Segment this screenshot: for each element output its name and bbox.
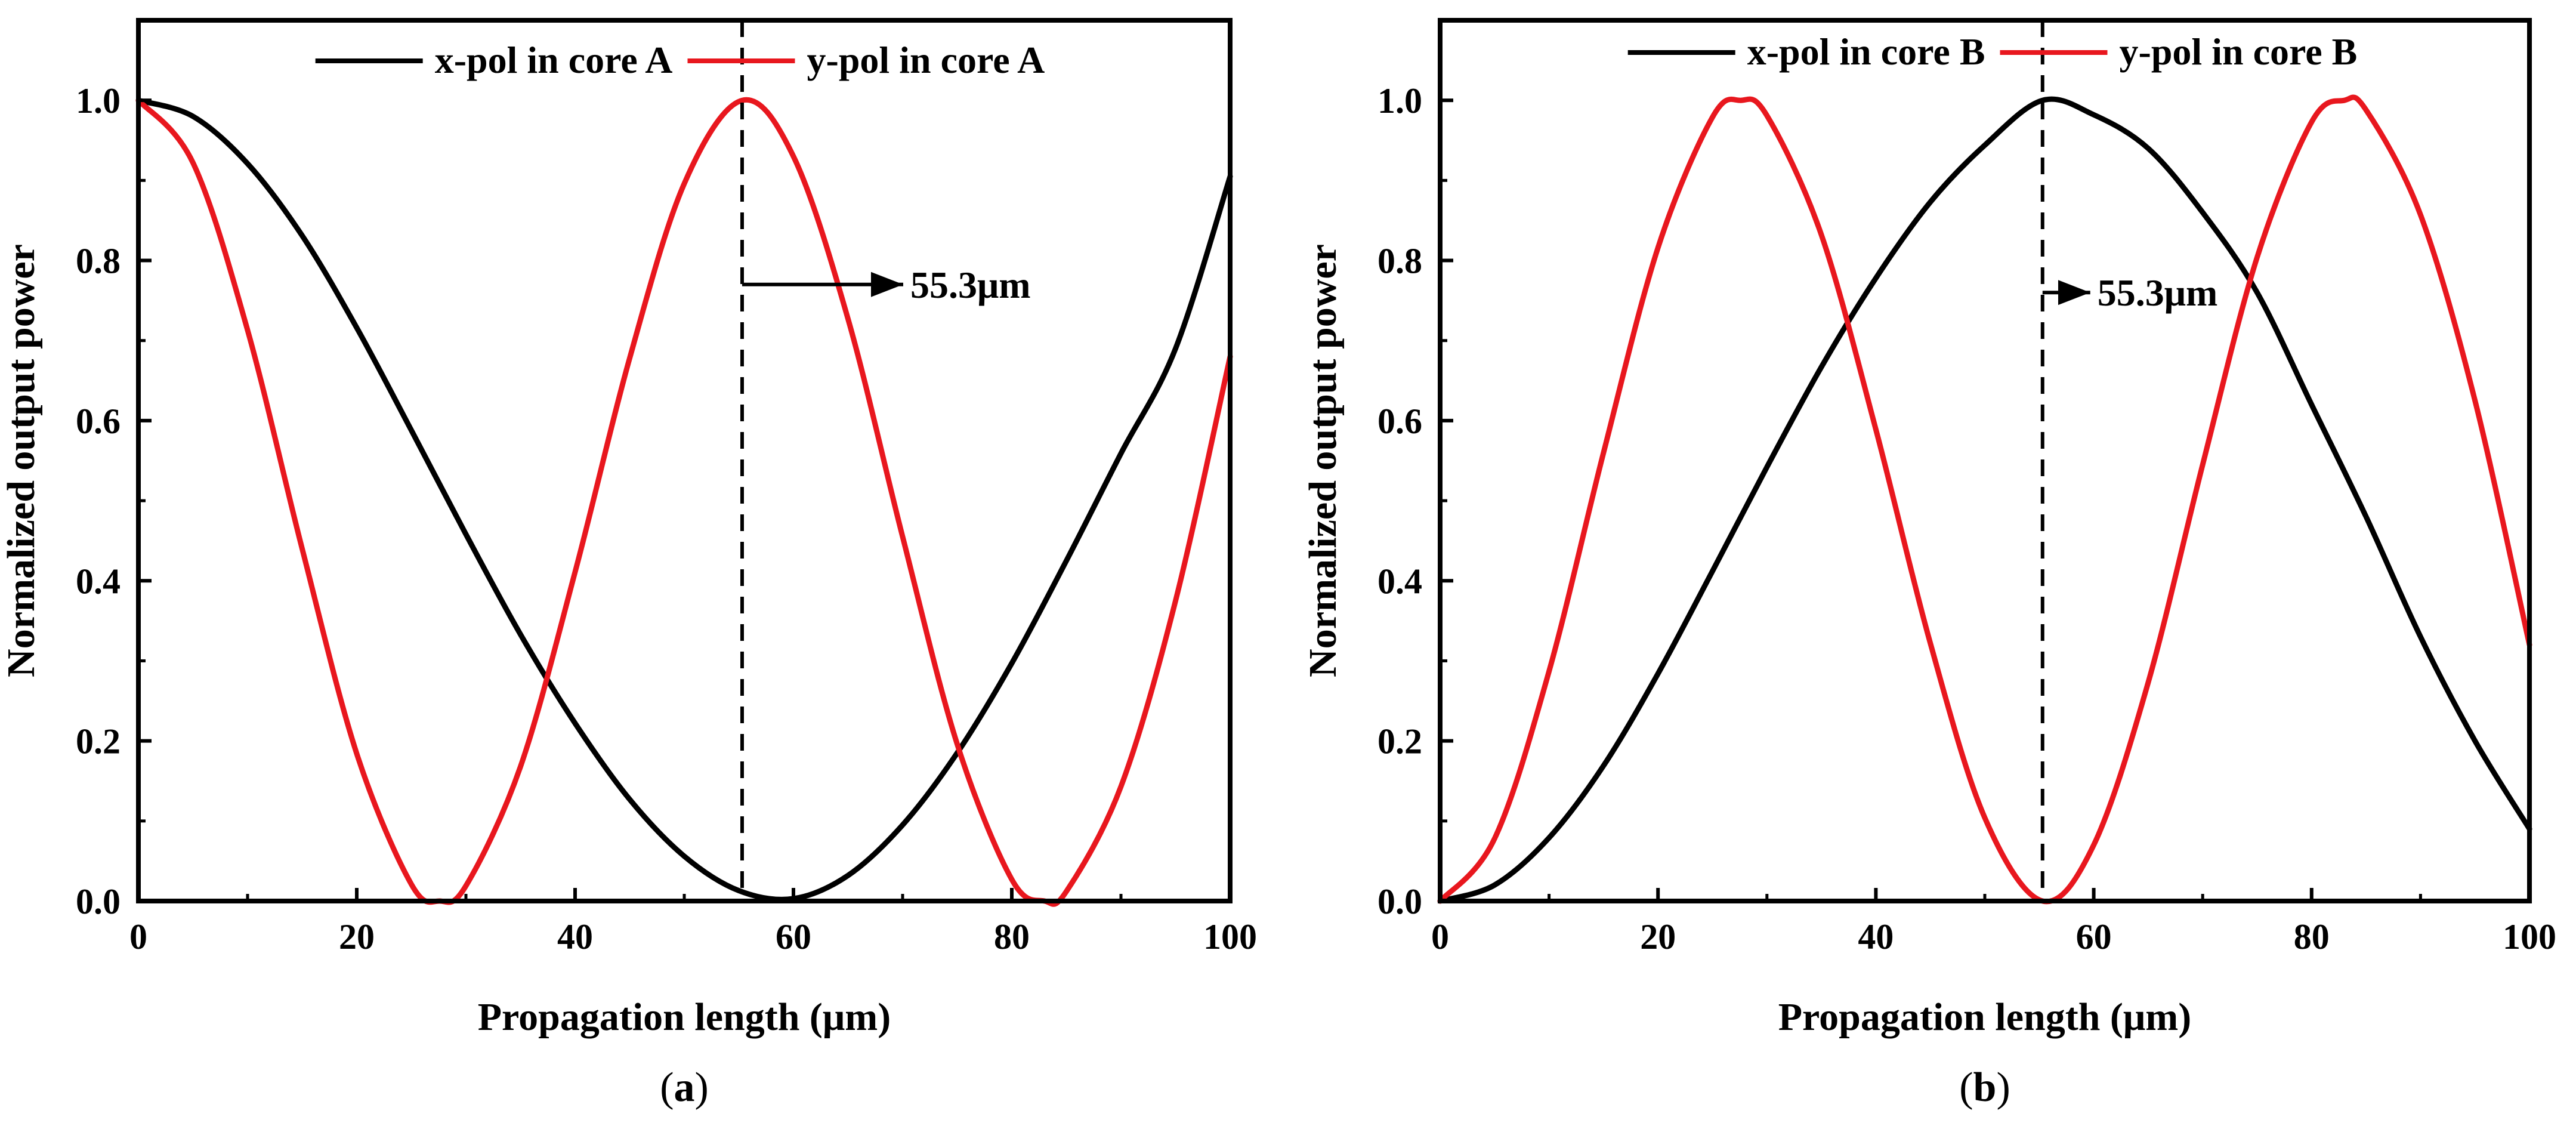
panel-label-b: (b) [1959, 1065, 2010, 1110]
x-tick-label: 0 [1431, 917, 1449, 957]
x-tick-label: 40 [1858, 917, 1894, 957]
legend-label-x-pol: x-pol in core B [1747, 30, 1985, 73]
axis-ticks: 0 20 40 60 80 100 0.0 0.2 0.4 0.6 0.8 1.0 [1377, 81, 2556, 957]
x-tick-label: 60 [776, 917, 811, 957]
y-axis-title: Normalized output power [1301, 244, 1345, 677]
annotation-label: 55.3μm [910, 264, 1031, 306]
series-line-y-pol [1437, 94, 2532, 905]
x-axis-title: Propagation length (μm) [1778, 995, 2192, 1039]
x-tick-label: 100 [1203, 917, 1257, 957]
chart-panel-b: 55.3μm 0 20 40 60 80 100 0.0 0.2 0.4 0.6 0.8 1.0 x-… [1301, 18, 2556, 1110]
x-tick-label: 20 [339, 917, 375, 957]
annotation-layer: 55.3μm [2040, 20, 2218, 901]
y-tick-label: 0.8 [76, 242, 121, 281]
y-axis-title: Normalized output power [0, 244, 43, 677]
legend: x-pol in core B y-pol in core B [1627, 30, 2358, 73]
x-tick-label: 80 [994, 917, 1030, 957]
y-tick-label: 0.4 [1377, 562, 1422, 601]
x-tick-label: 20 [1640, 917, 1676, 957]
y-tick-label: 0.6 [1377, 402, 1422, 441]
x-tick-label: 60 [2076, 917, 2112, 957]
series-line-x-pol [135, 97, 1233, 902]
series-line-y-pol [135, 97, 1233, 907]
series-layer [1437, 94, 2532, 905]
annotation-label: 55.3μm [2098, 272, 2218, 314]
y-tick-label: 1.0 [76, 81, 121, 121]
axis-ticks: 0 20 40 60 80 100 0.0 0.2 0.4 0.6 0.8 1.0 [76, 81, 1257, 957]
series-layer [135, 97, 1233, 907]
x-tick-label: 100 [2503, 917, 2556, 957]
y-tick-label: 0.8 [1377, 242, 1422, 281]
y-tick-label: 1.0 [1377, 81, 1422, 121]
x-tick-label: 80 [2294, 917, 2330, 957]
x-tick-label: 0 [129, 917, 147, 957]
chart-panel-a: 55.3μm 0 20 40 60 80 100 0.0 0.2 0.4 0.6 0.8 1.0 x-… [0, 18, 1257, 1110]
annotation-layer: 55.3μm [740, 20, 1031, 901]
y-tick-label: 0.6 [76, 402, 121, 441]
legend: x-pol in core A y-pol in core A [315, 39, 1045, 81]
plot-frame [136, 18, 1233, 903]
y-tick-label: 0.0 [1377, 882, 1422, 921]
y-tick-label: 0.0 [76, 882, 121, 921]
y-tick-label: 0.2 [76, 722, 121, 761]
y-tick-label: 0.2 [1377, 722, 1422, 761]
legend-label-x-pol: x-pol in core A [435, 39, 673, 81]
panel-label-a: (a) [660, 1065, 709, 1110]
legend-label-y-pol: y-pol in core B [2120, 30, 2358, 73]
series-line-x-pol [1437, 96, 2532, 904]
x-tick-label: 40 [557, 917, 593, 957]
x-axis-title: Propagation length (μm) [478, 995, 891, 1039]
legend-label-y-pol: y-pol in core A [807, 39, 1045, 81]
y-tick-label: 0.4 [76, 562, 121, 601]
